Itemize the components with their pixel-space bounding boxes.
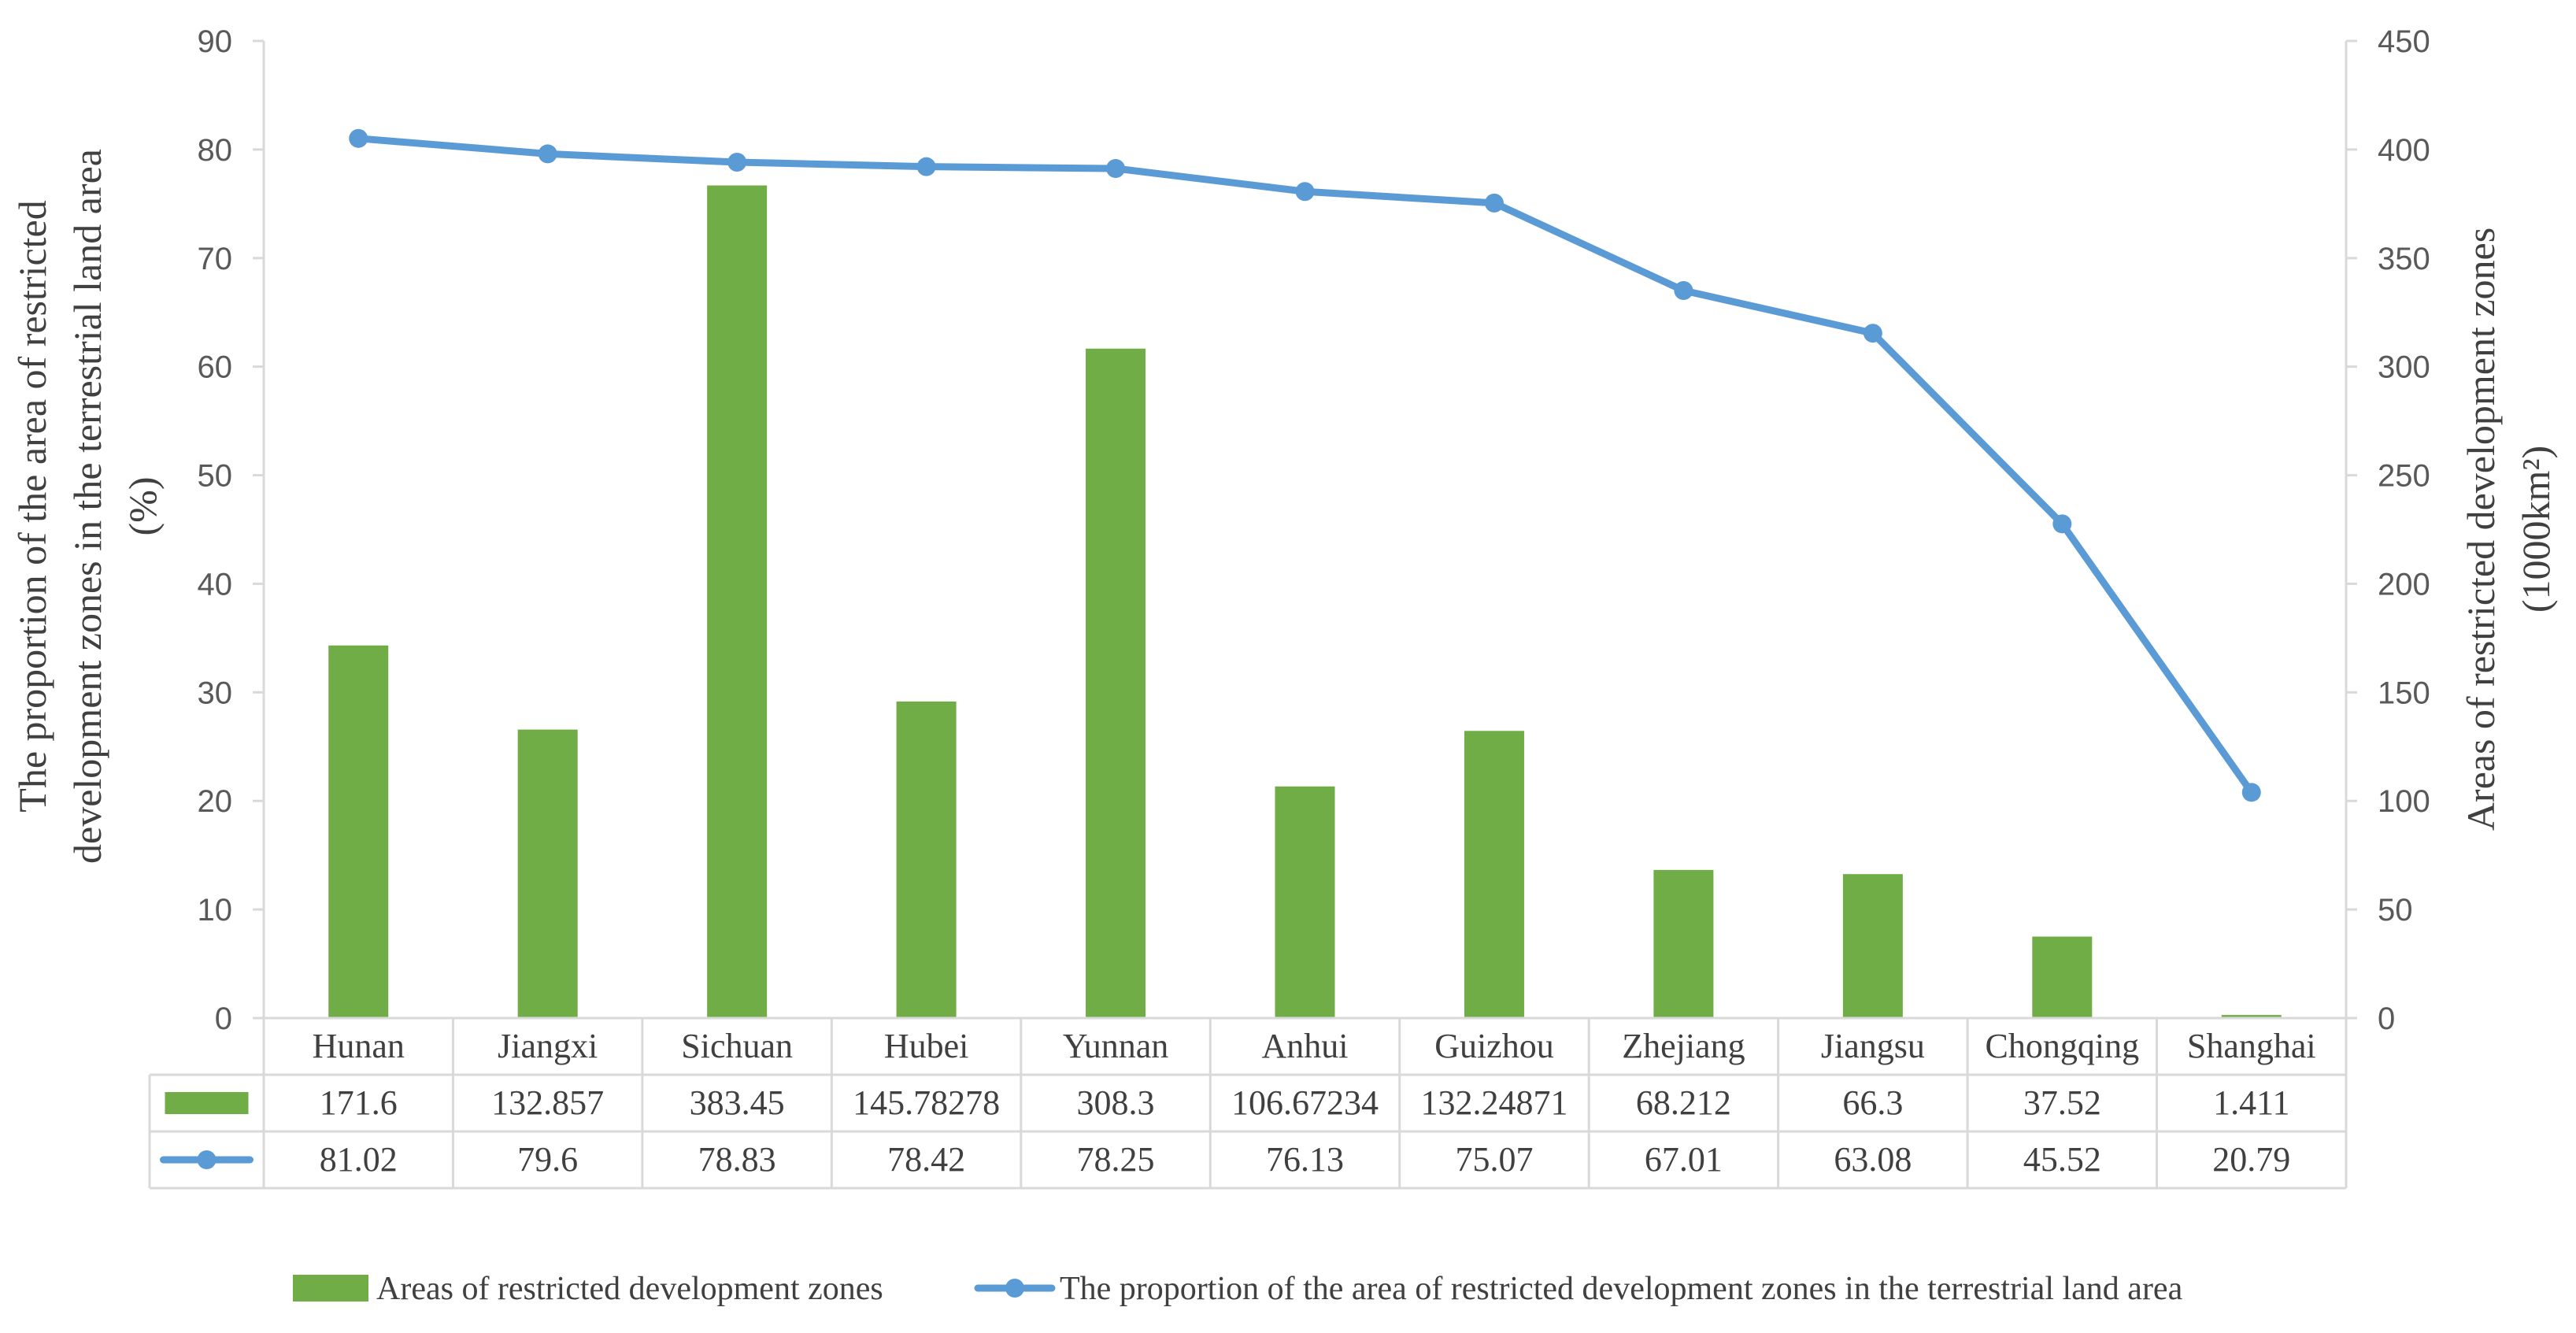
line-value-label: 79.6: [517, 1140, 578, 1179]
bar-chongqing: [2032, 936, 2093, 1018]
bar-value-label: 132.857: [491, 1083, 604, 1122]
bar-value-label: 145.78278: [853, 1083, 1000, 1122]
line-value-label: 63.08: [1834, 1140, 1912, 1179]
y-left-axis-title: The proportion of the area of restricted…: [10, 149, 165, 864]
line-value-label: 20.79: [2212, 1140, 2290, 1179]
bar-guizhou: [1464, 731, 1524, 1018]
bar-value-label: 308.3: [1077, 1083, 1155, 1122]
point-jiangsu: [1863, 324, 1882, 343]
line-value-label: 81.02: [320, 1140, 398, 1179]
line-value-label: 45.52: [2023, 1140, 2101, 1179]
y-left-tick-label: 90: [198, 24, 233, 59]
bar-value-label: 66.3: [1842, 1083, 1903, 1122]
legend-bar-label: Areas of restricted development zones: [376, 1271, 883, 1307]
y-right-title-line-1: Areas of restricted development zones: [2459, 228, 2503, 831]
category-label: Sichuan: [681, 1027, 793, 1065]
legend-bar-swatch: [293, 1275, 368, 1302]
bar-hunan: [328, 645, 389, 1018]
y-left-tick-label: 0: [215, 1002, 232, 1036]
bar-hubei: [896, 701, 957, 1018]
category-label: Shanghai: [2187, 1027, 2316, 1065]
y-right-tick-label: 200: [2378, 567, 2430, 602]
data-table: Hunan Jiangxi Sichuan Hubei Yunnan Anhui Guizh…: [148, 1016, 2348, 1190]
y-left-tick-label: 80: [198, 133, 233, 168]
point-chongqing: [2052, 514, 2072, 534]
line-value-label: 76.13: [1266, 1140, 1344, 1179]
category-label: Zhejiang: [1622, 1027, 1745, 1065]
y-left-tick-label: 20: [198, 784, 233, 819]
y-right-tick-label: 350: [2378, 242, 2430, 276]
y-left-title-line-3: (%): [120, 477, 165, 536]
point-hubei: [916, 157, 936, 176]
bar-series: [328, 185, 2282, 1018]
y-right-tick-label: 250: [2378, 459, 2430, 494]
y-left-title-line-1: The proportion of the area of restricted: [10, 200, 54, 812]
bar-value-label: 37.52: [2023, 1083, 2101, 1122]
point-zhejiang: [1674, 281, 1693, 301]
point-hunan: [349, 128, 368, 148]
y-right-axis-title: Areas of restricted development zones (1…: [2459, 228, 2558, 831]
line-value-label: 78.25: [1077, 1140, 1155, 1179]
category-label: Jiangsu: [1821, 1027, 1925, 1065]
line-value-label: 67.01: [1645, 1140, 1723, 1179]
legend: Areas of restricted development zones The…: [293, 1271, 2183, 1307]
bar-value-label: 383.45: [690, 1083, 785, 1122]
y-right-tick-label: 0: [2378, 1002, 2395, 1036]
point-guizhou: [1484, 193, 1504, 213]
bar-jiangxi: [517, 729, 578, 1018]
legend-line-label: The proportion of the area of restricted…: [1060, 1271, 2183, 1307]
bar-zhejiang: [1653, 869, 1714, 1018]
category-label: Guizhou: [1434, 1027, 1554, 1065]
bar-value-label: 68.212: [1636, 1083, 1731, 1122]
line-value-label: 78.42: [887, 1140, 965, 1179]
y-left-title-line-2: development zones in the terrestrial lan…: [65, 149, 109, 864]
bar-anhui: [1275, 786, 1335, 1018]
point-sichuan: [727, 153, 747, 172]
y-left-tick-label: 10: [198, 893, 233, 928]
y-right-tick-label: 450: [2378, 24, 2430, 59]
bar-value-label: 1.411: [2213, 1083, 2289, 1122]
y-left-tick-label: 60: [198, 350, 233, 385]
table-line-key-marker: [197, 1150, 217, 1169]
point-jiangxi: [538, 144, 557, 164]
bar-value-label: 106.67234: [1231, 1083, 1379, 1122]
category-label: Hubei: [884, 1027, 969, 1065]
y-right-tick-label: 150: [2378, 676, 2430, 710]
y-right-tick-label: 50: [2378, 893, 2413, 928]
table-bar-key: [165, 1092, 249, 1114]
bar-yunnan: [1086, 348, 1146, 1018]
category-label: Anhui: [1262, 1027, 1349, 1065]
y-right-tick-label: 300: [2378, 350, 2430, 385]
bar-shanghai: [2221, 1015, 2282, 1018]
legend-line-marker: [1005, 1279, 1024, 1298]
category-label: Chongqing: [1986, 1027, 2140, 1065]
point-yunnan: [1106, 159, 1126, 179]
bar-value-label: 171.6: [320, 1083, 398, 1122]
y-right-title-line-2: (1000km²): [2514, 446, 2558, 613]
proportion-line: [354, 135, 2256, 796]
y-left-tick-label: 70: [198, 242, 233, 276]
line-value-label: 78.83: [698, 1140, 776, 1179]
category-label: Yunnan: [1063, 1027, 1168, 1065]
y-right-tick-label: 400: [2378, 133, 2430, 168]
y-right-tick-label: 100: [2378, 784, 2430, 819]
point-shanghai: [2241, 783, 2261, 802]
line-value-label: 75.07: [1455, 1140, 1533, 1179]
axes: 0 10 20 30 40 50 60 70 80 90 0 50 100 150 200 250 300 350…: [198, 24, 2430, 1036]
line-series: [349, 128, 2261, 802]
y-left-tick-label: 50: [198, 459, 233, 494]
bar-value-label: 132.24871: [1420, 1083, 1567, 1122]
category-label: Hunan: [313, 1027, 405, 1065]
y-left-tick-label: 30: [198, 676, 233, 710]
point-anhui: [1295, 182, 1315, 202]
y-left-tick-label: 40: [198, 567, 233, 602]
category-label: Jiangxi: [498, 1027, 598, 1065]
bar-sichuan: [707, 185, 768, 1018]
bar-jiangsu: [1842, 874, 1903, 1018]
